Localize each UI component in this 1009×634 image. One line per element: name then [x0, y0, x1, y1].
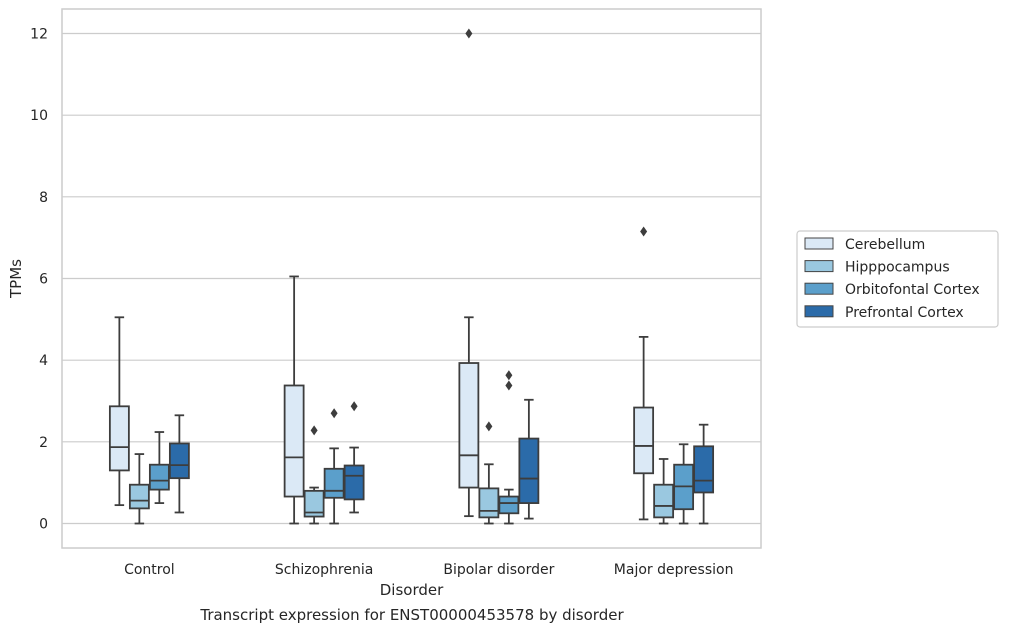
gridlines: [62, 32, 761, 525]
chart-caption: Transcript expression for ENST0000045357…: [200, 606, 624, 624]
box-cerebellum: [458, 28, 480, 518]
legend-label: Cerebellum: [845, 237, 925, 253]
box-orbitofontal-cortex: [498, 370, 520, 525]
x-axis-label: Disorder: [380, 581, 444, 599]
box-iqr: [458, 362, 480, 489]
box-iqr: [653, 483, 675, 519]
box-iqr: [633, 406, 655, 475]
legend-swatch: [804, 305, 834, 318]
box-iqr: [128, 483, 150, 510]
outlier-point: [310, 425, 318, 436]
outlier-point: [350, 401, 358, 412]
outlier-point: [505, 380, 513, 391]
y-tick-label: 0: [39, 517, 48, 533]
y-tick-label: 8: [39, 190, 48, 206]
box-groups: [108, 28, 715, 525]
legend-swatch: [804, 282, 834, 295]
box-iqr: [498, 495, 520, 515]
outlier-point: [505, 370, 513, 381]
box-iqr: [108, 405, 130, 472]
legend-label: Orbitofontal Cortex: [845, 282, 980, 298]
x-tick-label: Bipolar disorder: [443, 562, 554, 578]
box-iqr: [518, 437, 540, 504]
y-tick-label: 2: [39, 435, 48, 451]
box-hipppocampus: [478, 421, 500, 525]
box-cerebellum: [633, 226, 655, 521]
box-iqr: [303, 489, 325, 518]
box-hipppocampus: [303, 425, 325, 525]
legend-label: Hipppocampus: [845, 260, 950, 276]
x-axis-ticks: Control Schizophrenia Bipolar disorder Majo…: [124, 562, 733, 578]
outlier-point: [485, 421, 493, 432]
x-tick-label: Schizophrenia: [275, 562, 373, 578]
outlier-point: [640, 226, 648, 237]
y-tick-label: 10: [30, 108, 48, 124]
outlier-point: [330, 408, 338, 419]
y-axis-label: TPMs: [7, 259, 25, 299]
y-tick-label: 4: [39, 353, 48, 369]
box-orbitofontal-cortex: [323, 408, 345, 525]
box-prefrontal-cortex: [693, 423, 715, 525]
legend-swatch: [804, 237, 834, 250]
legend-frame: [796, 230, 999, 328]
box-orbitofontal-cortex: [148, 431, 170, 504]
box-cerebellum: [283, 275, 305, 525]
box-iqr: [283, 384, 305, 498]
y-tick-label: 6: [39, 272, 48, 288]
y-tick-label: 12: [30, 27, 48, 43]
box-prefrontal-cortex: [518, 398, 540, 520]
box-prefrontal-cortex: [343, 401, 365, 514]
box-iqr: [148, 463, 170, 491]
box-hipppocampus: [128, 453, 150, 525]
box-hipppocampus: [653, 458, 675, 525]
box-iqr: [693, 445, 715, 494]
box-cerebellum: [108, 316, 130, 507]
box-orbitofontal-cortex: [673, 443, 695, 525]
outlier-point: [465, 28, 473, 39]
y-axis-ticks: 0 2 4 6 8 10 12: [30, 27, 48, 533]
plot-frame: [61, 8, 762, 549]
x-tick-label: Control: [124, 562, 175, 578]
legend-swatch: [804, 260, 834, 273]
legend-label: Prefrontal Cortex: [845, 305, 964, 321]
box-iqr: [478, 487, 500, 519]
box-iqr: [323, 467, 345, 499]
box-prefrontal-cortex: [168, 414, 190, 514]
x-tick-label: Major depression: [614, 562, 734, 578]
legend: Cerebellum Hipppocampus Orbitofontal Corte…: [796, 230, 999, 328]
box-iqr: [343, 464, 365, 501]
box-iqr: [168, 442, 190, 480]
